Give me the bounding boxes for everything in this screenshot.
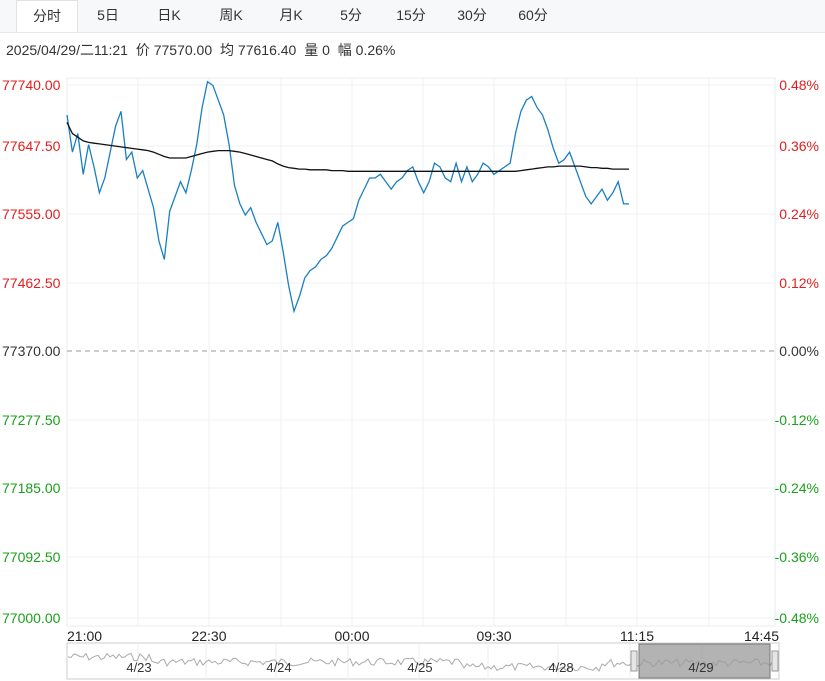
y-right-tick-label: -0.36% [775, 549, 819, 565]
quote-average: 均 77616.40 [220, 42, 297, 58]
average-price-line [66, 122, 629, 172]
y-axis-right: 0.48% 0.36% 0.24% 0.12% 0.00% -0.12% -0.24% -0.… [775, 77, 819, 626]
y-left-tick-label: 77092.50 [2, 549, 61, 565]
plot-frame [66, 77, 776, 627]
tab-intraday[interactable]: 分时 [16, 0, 78, 32]
quote-price: 价 77570.00 [135, 42, 213, 58]
tab-monthly-k[interactable]: 月K [279, 7, 303, 23]
y-left-tick-label: 77462.50 [2, 275, 61, 291]
x-axis: 21:00 22:30 00:00 09:30 11:15 14:45 [67, 628, 779, 644]
tab-daily-k[interactable]: 日K [157, 7, 181, 23]
y-left-tick-label: 77647.50 [2, 138, 61, 154]
overview-date-label: 4/25 [407, 660, 432, 675]
overview-range-selector[interactable] [638, 643, 771, 679]
y-right-tick-label: -0.12% [775, 412, 819, 428]
overview-handle-right[interactable] [771, 650, 779, 672]
overview-date-label: 4/24 [266, 660, 291, 675]
tab-15min[interactable]: 15分 [396, 7, 426, 23]
tab-60min[interactable]: 60分 [518, 7, 548, 23]
overview-date-label: 4/28 [548, 660, 573, 675]
y-right-tick-label: -0.24% [775, 480, 819, 496]
tab-5min[interactable]: 5分 [340, 7, 362, 23]
quote-info-row: 2025/04/29/二11:21 价 77570.00 均 77616.40 … [6, 40, 399, 60]
overview-date-label: 4/23 [126, 660, 151, 675]
period-tab-bar: 分时 5日 日K 周K 月K 5分 15分 30分 60分 [0, 0, 825, 33]
x-tick-label: 00:00 [334, 628, 369, 644]
quote-datetime: 2025/04/29/二11:21 [6, 42, 128, 58]
y-right-tick-label: 0.48% [779, 77, 819, 93]
tab-weekly-k[interactable]: 周K [219, 7, 243, 23]
y-right-tick-label: -0.48% [775, 610, 819, 626]
y-left-tick-label: 77277.50 [2, 412, 61, 428]
overview-date-label: 4/29 [688, 660, 713, 675]
overview-handle-left[interactable] [630, 650, 638, 672]
y-left-tick-label: 77370.00 [2, 343, 61, 359]
x-tick-label: 09:30 [476, 628, 511, 644]
y-left-tick-label: 77740.00 [2, 77, 61, 93]
x-tick-label: 14:45 [744, 628, 779, 644]
y-right-tick-label: 0.12% [779, 275, 819, 291]
y-left-tick-label: 77000.00 [2, 610, 61, 626]
x-tick-label: 21:00 [67, 628, 102, 644]
tab-5day[interactable]: 5日 [97, 7, 119, 23]
y-left-tick-label: 77185.00 [2, 480, 61, 496]
y-right-tick-label: 0.36% [779, 138, 819, 154]
y-right-tick-label: 0.00% [779, 343, 819, 359]
x-tick-label: 22:30 [191, 628, 226, 644]
price-line [66, 80, 629, 314]
quote-volume: 量 0 [304, 42, 330, 58]
quote-change: 幅 0.26% [337, 42, 396, 58]
overview-navigator[interactable]: 4/23 4/24 4/25 4/28 4/29 [66, 642, 780, 680]
chart-grid [66, 77, 776, 627]
y-right-tick-label: 0.24% [779, 206, 819, 222]
x-tick-label: 11:15 [620, 628, 654, 644]
y-axis-left: 77740.00 77647.50 77555.00 77462.50 77370.00… [2, 77, 61, 626]
tab-30min[interactable]: 30分 [457, 7, 487, 23]
y-left-tick-label: 77555.00 [2, 206, 61, 222]
